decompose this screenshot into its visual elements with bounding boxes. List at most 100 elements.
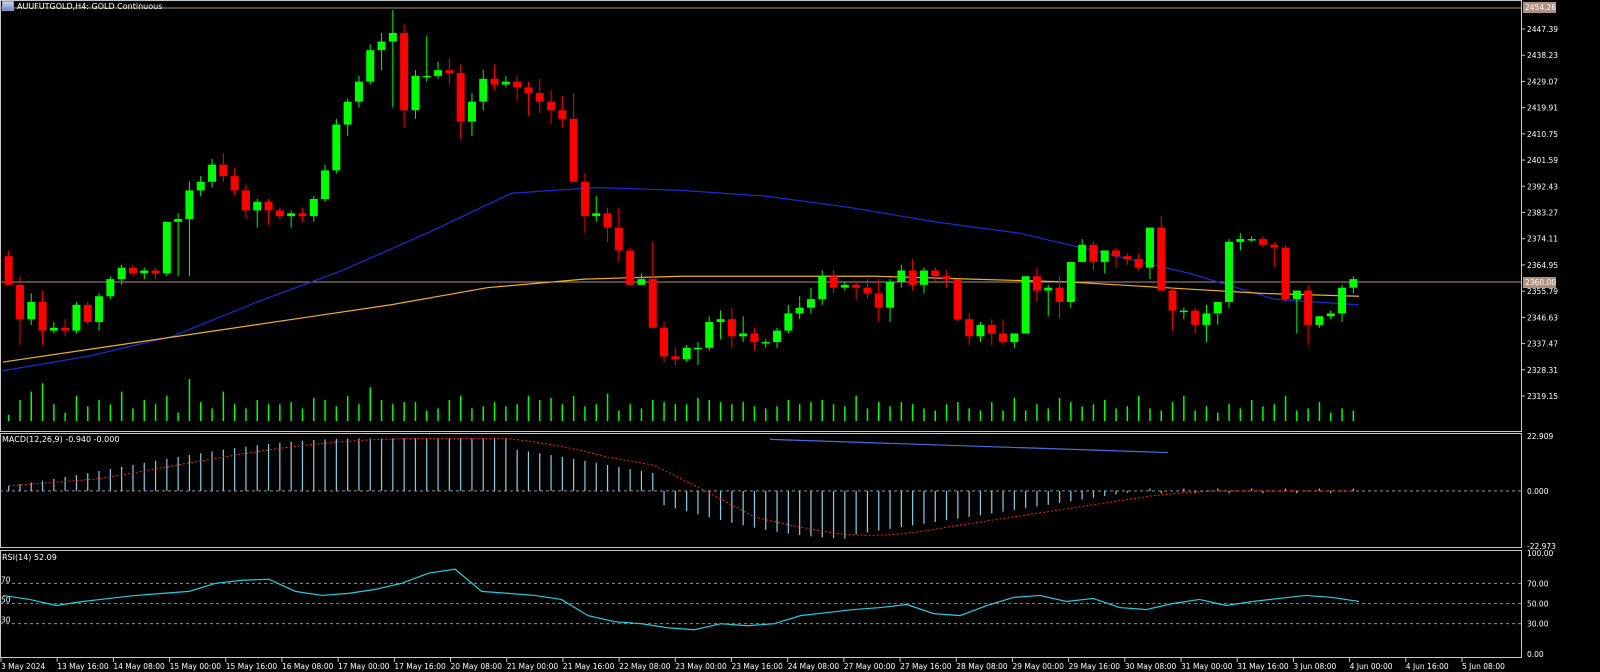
candle-down [648,279,657,328]
candle-up [377,41,386,51]
time-axis-label: 27 May 00:00 [844,662,896,671]
time-axis-label: 16 May 08:00 [282,662,334,671]
candle-down [829,276,838,288]
candle-up [253,201,262,211]
candle-up [1213,301,1222,314]
rsi-panel: 70 50 30 100.00 70.00 50.00 30.00 0.00 [0,549,1553,659]
macd-axis-label: 0.000 [1527,487,1549,496]
time-axis-label: 31 May 00:00 [1181,662,1233,671]
candle-down [1055,287,1064,302]
candle-up [479,78,488,102]
time-axis-label: 23 May 00:00 [675,662,727,671]
rsi-level-label: 50 [1,596,11,605]
time-axis-label: 14 May 08:00 [113,662,165,671]
candle-up [1179,310,1188,313]
candle-up [162,221,171,274]
candle-up [1326,313,1335,317]
price-top-label-bg [1523,2,1556,13]
candle-up [592,213,601,217]
candle-up [287,213,296,217]
candle-up [1349,279,1358,288]
time-axis-label: 15 May 16:00 [226,662,278,671]
candle-down [1191,310,1200,325]
candle-up [919,270,928,285]
candle-up [309,198,318,217]
price-panel [2,10,1360,421]
time-axis-label: 3 Jun 08:00 [1293,662,1336,671]
candle-up [637,279,646,285]
candle-down [1032,276,1041,291]
moving-average-blue [2,186,1360,372]
candle-up [1044,287,1053,291]
rsi-level-label: 70 [1,575,11,584]
time-axis-label: 24 May 08:00 [788,662,840,671]
macd-signal-line [8,437,1354,536]
time-axis-label: 22 May 08:00 [619,662,671,671]
candle-up [1010,333,1019,343]
candle-down [456,73,465,122]
candle-up [693,347,702,350]
candle-down [1157,227,1166,291]
price-axis-label: 2328.31 [1527,366,1558,375]
candle-down [83,304,92,323]
time-axis-label: 4 Jun 00:00 [1350,662,1393,671]
time-axis-label: 20 May 08:00 [451,662,503,671]
chart-title-text: AUUFUTGOLD,H4: GOLD Continuous [17,1,163,11]
candle-up [174,218,183,222]
time-axis-label: 17 May 16:00 [394,662,446,671]
price-axis-label: 2410.75 [1527,130,1558,139]
candle-up [1292,290,1301,300]
price-axis-label: 2383.27 [1527,209,1558,218]
candle-down [953,279,962,320]
candle-down [1089,244,1098,262]
macd-axis-label: -22.973 [1527,542,1556,551]
chart-title: AUUFUTGOLD,H4: GOLD Continuous [2,1,162,11]
time-axis-label: 31 May 16:00 [1237,662,1289,671]
candle-down [1134,259,1143,268]
time-axis: 3 May 2024 13 May 16:00 14 May 08:00 15 May… [0,658,1505,671]
candle-up [1225,241,1234,302]
candle-down [4,256,13,285]
candle-up [1021,276,1030,334]
price-axis-label: 2401.59 [1527,156,1558,165]
macd-panel: 22.909 0.000 -22.973 [0,432,1556,551]
candle-down [908,270,917,285]
candle-down [151,270,160,274]
candle-down [400,32,409,111]
time-axis-label: 28 May 08:00 [956,662,1008,671]
price-current-label: 2360.00 [1525,278,1556,287]
time-axis-label: 27 May 16:00 [900,662,952,671]
price-axis: 2447.39 2438.23 2429.07 2419.91 2410.75 2401.… [1521,25,1558,401]
candle-down [61,327,70,331]
panel-frames [0,0,1522,658]
candle-down [965,319,974,337]
candle-down [524,87,533,94]
rsi-axis-label: 50.00 [1527,600,1549,609]
candle-up [467,101,476,122]
candle-up [886,281,895,308]
time-axis-label: 21 May 00:00 [507,662,559,671]
candle-up [1247,239,1256,241]
candle-up [388,32,397,42]
candle-down [264,201,273,211]
candle-down [558,110,567,119]
candle-up [140,270,149,274]
candle-up [185,190,194,219]
candle-up [27,301,36,320]
time-axis-label: 21 May 16:00 [563,662,615,671]
price-top-label: 2454.26 [1525,3,1556,12]
time-axis-label: 30 May 08:00 [1125,662,1177,671]
time-axis-label: 4 Jun 16:00 [1406,662,1449,671]
candle-up [761,342,770,344]
candle-up [818,276,827,300]
candle-down [230,176,239,191]
candle-up [72,304,81,331]
moving-average-yellow [2,275,1360,363]
candle-down [298,213,307,217]
time-axis-label: 29 May 16:00 [1069,662,1121,671]
candle-down [863,287,872,294]
candle-down [999,333,1008,343]
candle-down [671,356,680,360]
candle-up [806,299,815,308]
rsi-line [2,568,1360,631]
